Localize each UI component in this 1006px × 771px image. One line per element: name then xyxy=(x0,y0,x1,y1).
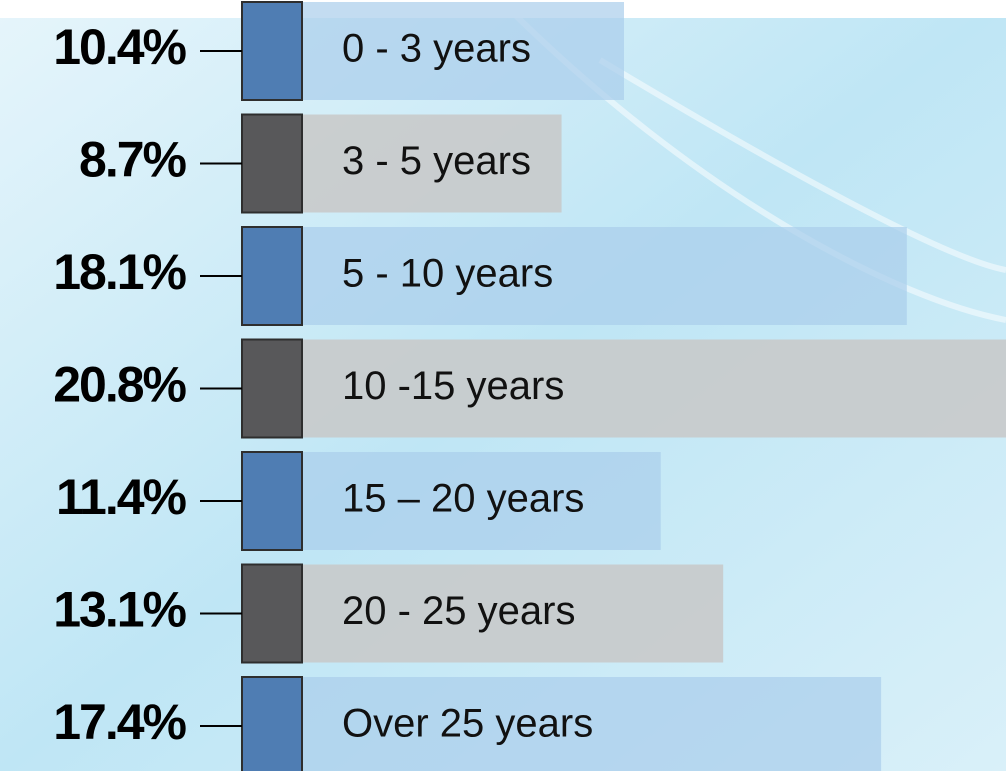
value-label: 8.7% xyxy=(79,132,187,188)
value-label: 17.4% xyxy=(53,694,186,750)
bar xyxy=(242,339,1006,438)
category-label: 20 - 25 years xyxy=(342,589,575,633)
value-label: 11.4% xyxy=(56,469,187,525)
bar-block xyxy=(241,1,303,101)
value-label: 13.1% xyxy=(53,582,186,638)
bar-block xyxy=(241,338,303,439)
bar-block xyxy=(241,113,303,214)
bar xyxy=(242,677,882,771)
category-label: 3 - 5 years xyxy=(342,139,531,183)
category-label: Over 25 years xyxy=(342,702,593,746)
category-label: 10 -15 years xyxy=(342,364,564,408)
value-label: 20.8% xyxy=(53,357,186,413)
category-label: 0 - 3 years xyxy=(342,27,531,71)
bar-block xyxy=(241,563,303,664)
value-label: 10.4% xyxy=(53,19,186,75)
bar xyxy=(242,227,907,325)
bar-block xyxy=(241,451,303,551)
bar xyxy=(242,452,661,550)
bar-block xyxy=(241,226,303,326)
bar xyxy=(242,2,624,100)
category-label: 15 – 20 years xyxy=(342,477,584,521)
bar-block xyxy=(241,676,303,771)
value-label: 18.1% xyxy=(53,244,186,300)
bar xyxy=(242,564,724,663)
category-label: 5 - 10 years xyxy=(342,252,553,296)
